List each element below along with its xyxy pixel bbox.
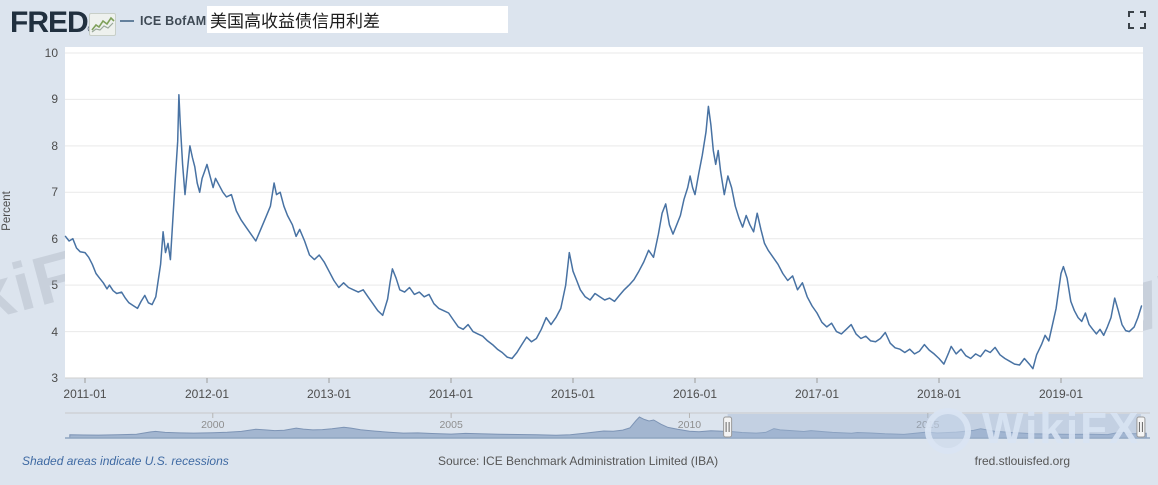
navigator-handle-left[interactable]	[723, 416, 733, 438]
series-legend[interactable]: ICE BofAML	[120, 14, 214, 28]
chart-title-text: 美国高收益债信用利差	[210, 12, 380, 31]
recessions-note-link[interactable]: Shaded areas indicate U.S. recessions	[22, 454, 229, 468]
fred-sparkline-icon	[89, 13, 116, 36]
series-line	[64, 94, 1143, 370]
navigator-year-label: 2005	[439, 419, 463, 431]
source-text: Source: ICE Benchmark Administration Lim…	[438, 454, 719, 468]
chart-title-overlay: 美国高收益债信用利差	[207, 6, 508, 33]
y-axis-tick-label: 6	[51, 231, 58, 246]
watermark-text: WikiFX	[982, 404, 1141, 453]
x-axis-tick-label: 2016-01	[672, 387, 718, 401]
x-axis-tick-label: 2015-01	[550, 387, 596, 401]
x-axis-tick-label: 2011-01	[63, 387, 107, 401]
fullscreen-button[interactable]	[1128, 11, 1146, 29]
navigator-year-label: 2000	[201, 419, 225, 431]
y-axis-tick-label: 8	[51, 138, 58, 153]
x-axis-tick-label: 2018-01	[916, 387, 962, 401]
fred-logo: FRED®	[10, 6, 94, 40]
y-axis-tick-label: 7	[51, 185, 58, 200]
fred-site-link[interactable]: fred.stlouisfed.org	[974, 454, 1070, 468]
chart-footer: Shaded areas indicate U.S. recessions So…	[0, 451, 1158, 477]
x-axis-tick-label: 2017-01	[794, 387, 840, 401]
x-axis-tick-label: 2012-01	[184, 387, 230, 401]
x-axis-tick-label: 2019-01	[1038, 387, 1084, 401]
chart-header: FRED® ICE BofAML 美国高收益债信用利差	[0, 0, 1158, 46]
y-axis-tick-label: 3	[51, 371, 58, 385]
plot-area[interactable]	[65, 47, 1143, 378]
x-axis-tick-label: 2013-01	[306, 387, 352, 401]
legend-label: ICE BofAML	[140, 14, 215, 28]
y-axis-tick-label: 4	[51, 324, 58, 339]
navigator-year-label: 2010	[677, 419, 702, 431]
watermark-logo-icon	[925, 408, 971, 454]
y-axis-tick-label: 9	[51, 92, 58, 107]
x-axis-tick-label: 2014-01	[428, 387, 474, 401]
legend-line-marker-icon	[120, 20, 134, 22]
y-axis-tick-label: 10	[44, 46, 58, 60]
y-axis-tick-label: 5	[51, 278, 58, 293]
